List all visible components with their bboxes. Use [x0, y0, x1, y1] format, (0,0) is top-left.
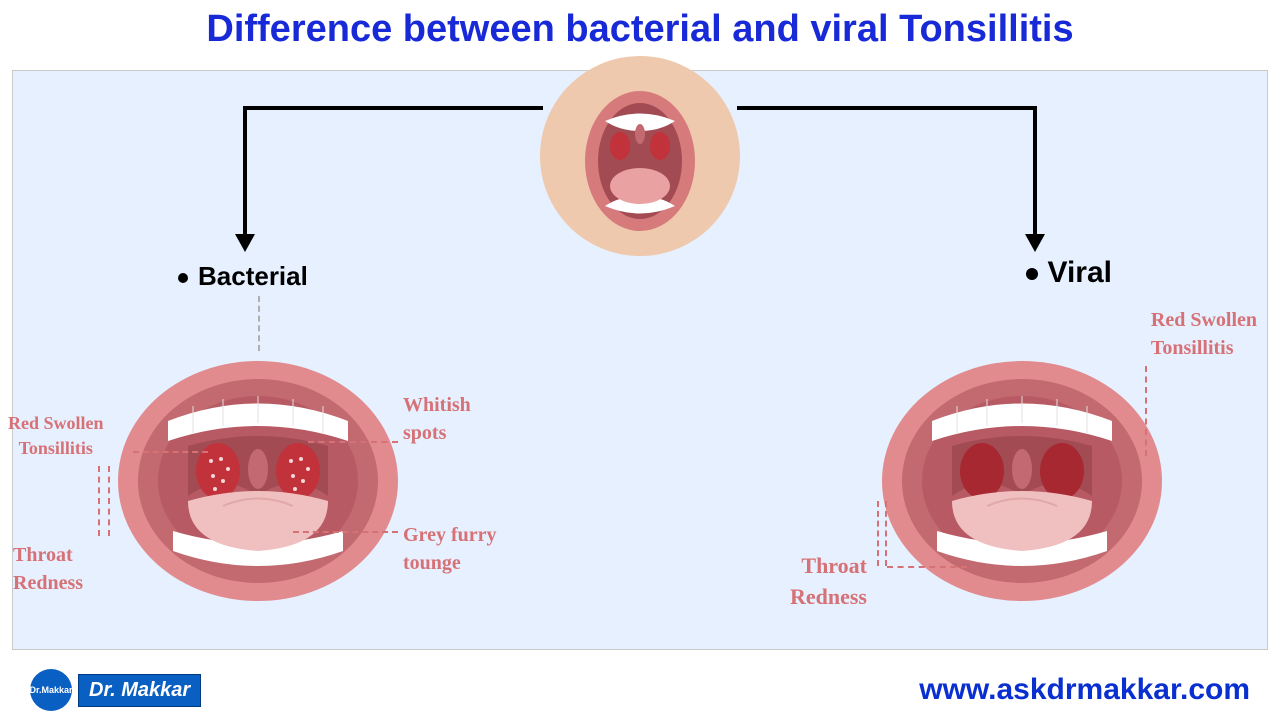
- website-url: www.askdrmakkar.com: [919, 673, 1250, 707]
- bracket-line-right: [737, 106, 1037, 110]
- logo-circle-icon: Dr.Makkar: [30, 669, 72, 711]
- viral-label: Viral: [1048, 256, 1113, 289]
- bacterial-label: Bacterial: [198, 261, 308, 291]
- callout-line: [133, 451, 208, 453]
- bacterial-heading: Bacterial: [178, 261, 308, 292]
- page: Difference between bacterial and viral T…: [0, 0, 1280, 720]
- viral-throat-redness-label: Throat Redness: [790, 551, 867, 613]
- callout-line: [108, 466, 110, 536]
- page-title: Difference between bacterial and viral T…: [0, 0, 1280, 51]
- callout-line: [258, 296, 260, 351]
- bacterial-mouth: [113, 351, 403, 611]
- top-mouth-circle: [540, 56, 740, 256]
- callout-line: [877, 501, 879, 566]
- callout-line: [293, 531, 398, 533]
- bracket-vertical-left: [243, 106, 247, 236]
- bacterial-throat-redness-label: Throat Redness: [13, 541, 83, 597]
- logo-group: Dr.Makkar Dr. Makkar: [30, 669, 201, 711]
- callout-line: [1145, 366, 1147, 456]
- callout-line: [885, 501, 887, 566]
- bracket-line-left: [243, 106, 543, 110]
- comparison-panel: Bacterial Viral: [12, 70, 1268, 650]
- bracket-vertical-right: [1033, 106, 1037, 236]
- logo-badge-text: Dr. Makkar: [78, 674, 201, 707]
- top-mouth-icon: [570, 76, 710, 236]
- viral-heading: Viral: [1026, 256, 1113, 290]
- bacterial-grey-tongue-label: Grey furry tounge: [403, 521, 497, 577]
- viral-mouth-icon: [877, 351, 1167, 611]
- arrowhead-left-icon: [235, 234, 255, 252]
- footer: Dr.Makkar Dr. Makkar www.askdrmakkar.com: [0, 660, 1280, 720]
- bullet-icon: [1026, 268, 1038, 280]
- callout-line: [98, 466, 100, 536]
- viral-mouth: [877, 351, 1167, 611]
- callout-line: [887, 566, 967, 568]
- bacterial-whitish-spots-label: Whitish spots: [403, 391, 471, 447]
- bullet-icon: [178, 273, 188, 283]
- bacterial-red-swollen-label: Red Swollen Tonsillitis: [8, 411, 104, 461]
- bacterial-mouth-icon: [113, 351, 403, 611]
- viral-red-swollen-label: Red Swollen Tonsillitis: [1151, 306, 1257, 362]
- arrowhead-right-icon: [1025, 234, 1045, 252]
- callout-line: [308, 441, 398, 443]
